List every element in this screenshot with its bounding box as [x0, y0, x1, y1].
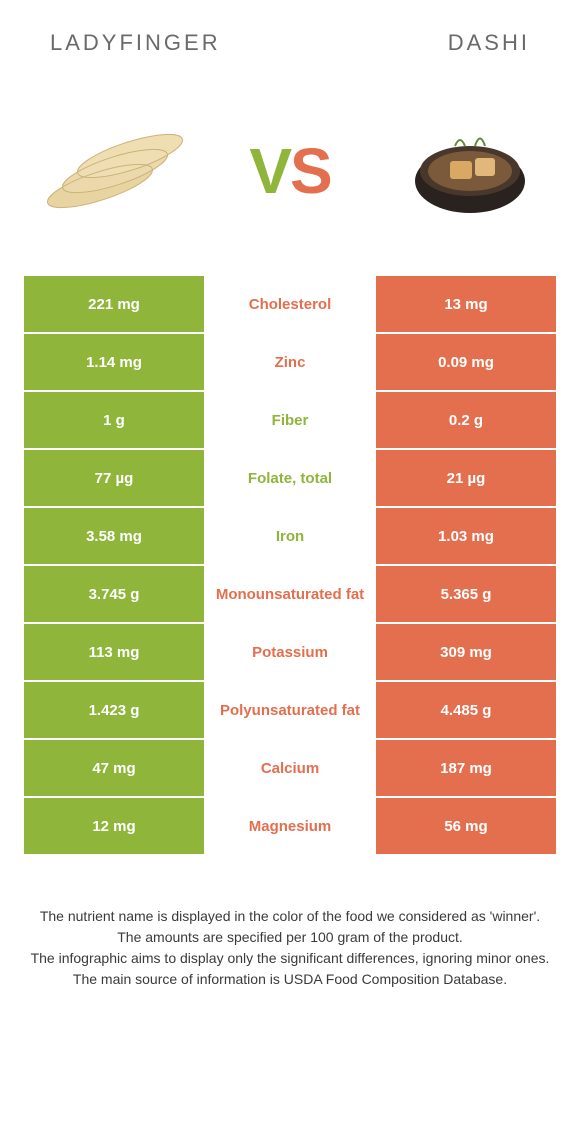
nutrient-label: Iron	[204, 508, 376, 566]
footnote: The nutrient name is displayed in the co…	[30, 906, 550, 990]
table-row: 3.58 mgIron1.03 mg	[24, 508, 556, 566]
left-value: 1 g	[24, 392, 204, 450]
table-row: 12 mgMagnesium56 mg	[24, 798, 556, 856]
footnote-line: The infographic aims to display only the…	[30, 948, 550, 969]
left-value: 113 mg	[24, 624, 204, 682]
dashi-image	[380, 116, 540, 226]
nutrient-label: Folate, total	[204, 450, 376, 508]
right-value: 0.2 g	[376, 392, 556, 450]
left-value: 1.14 mg	[24, 334, 204, 392]
table-row: 1 gFiber0.2 g	[24, 392, 556, 450]
left-value: 1.423 g	[24, 682, 204, 740]
right-value: 187 mg	[376, 740, 556, 798]
images-row: VS	[0, 76, 580, 276]
table-row: 47 mgCalcium187 mg	[24, 740, 556, 798]
ladyfinger-image	[40, 116, 200, 226]
table-row: 1.423 gPolyunsaturated fat4.485 g	[24, 682, 556, 740]
table-row: 221 mgCholesterol13 mg	[24, 276, 556, 334]
right-value: 309 mg	[376, 624, 556, 682]
vs-label: VS	[249, 134, 330, 208]
left-value: 3.58 mg	[24, 508, 204, 566]
footnote-line: The nutrient name is displayed in the co…	[30, 906, 550, 927]
nutrient-label: Fiber	[204, 392, 376, 450]
nutrient-label: Cholesterol	[204, 276, 376, 334]
vs-s: S	[290, 135, 331, 207]
right-value: 5.365 g	[376, 566, 556, 624]
left-value: 12 mg	[24, 798, 204, 856]
vs-v: V	[249, 135, 290, 207]
nutrient-label: Monounsaturated fat	[204, 566, 376, 624]
nutrient-label: Calcium	[204, 740, 376, 798]
left-value: 221 mg	[24, 276, 204, 334]
table-row: 1.14 mgZinc0.09 mg	[24, 334, 556, 392]
nutrient-label: Polyunsaturated fat	[204, 682, 376, 740]
table-row: 113 mgPotassium309 mg	[24, 624, 556, 682]
nutrient-label: Potassium	[204, 624, 376, 682]
footnote-line: The main source of information is USDA F…	[30, 969, 550, 990]
nutrient-label: Magnesium	[204, 798, 376, 856]
right-value: 21 µg	[376, 450, 556, 508]
table-row: 77 µgFolate, total21 µg	[24, 450, 556, 508]
nutrient-label: Zinc	[204, 334, 376, 392]
right-food-title: DASHI	[448, 30, 530, 56]
left-food-title: LADYFINGER	[50, 30, 221, 56]
right-value: 0.09 mg	[376, 334, 556, 392]
footnote-line: The amounts are specified per 100 gram o…	[30, 927, 550, 948]
left-value: 77 µg	[24, 450, 204, 508]
right-value: 4.485 g	[376, 682, 556, 740]
table-row: 3.745 gMonounsaturated fat5.365 g	[24, 566, 556, 624]
header: LADYFINGER DASHI	[0, 0, 580, 76]
nutrient-table: 221 mgCholesterol13 mg1.14 mgZinc0.09 mg…	[24, 276, 556, 856]
right-value: 56 mg	[376, 798, 556, 856]
right-value: 1.03 mg	[376, 508, 556, 566]
left-value: 47 mg	[24, 740, 204, 798]
right-value: 13 mg	[376, 276, 556, 334]
left-value: 3.745 g	[24, 566, 204, 624]
